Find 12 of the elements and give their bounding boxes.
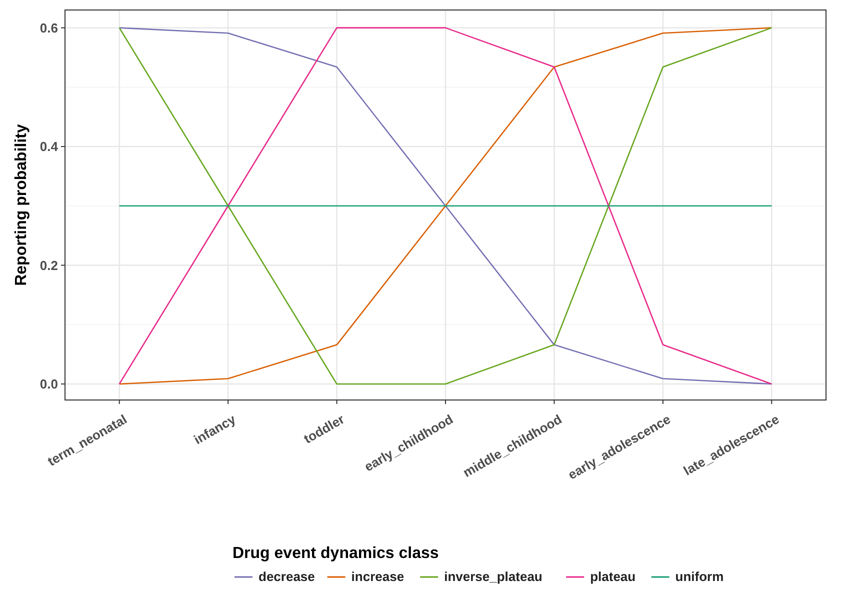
y-tick-label: 0.4 [40,139,59,154]
legend-label: plateau [590,569,636,584]
line-series [118,27,772,385]
legend-label: inverse_plateau [444,569,542,584]
legend-label: uniform [675,569,724,584]
legend-label: increase [351,569,404,584]
legend-title: Drug event dynamics class [232,545,439,562]
y-tick-label: 0.2 [40,258,58,273]
y-tick-label: 0.6 [40,20,58,36]
y-tick-label: 0.0 [40,376,58,392]
legend-label: decrease [258,569,315,584]
y-axis-title: Reporting probability [13,124,30,286]
